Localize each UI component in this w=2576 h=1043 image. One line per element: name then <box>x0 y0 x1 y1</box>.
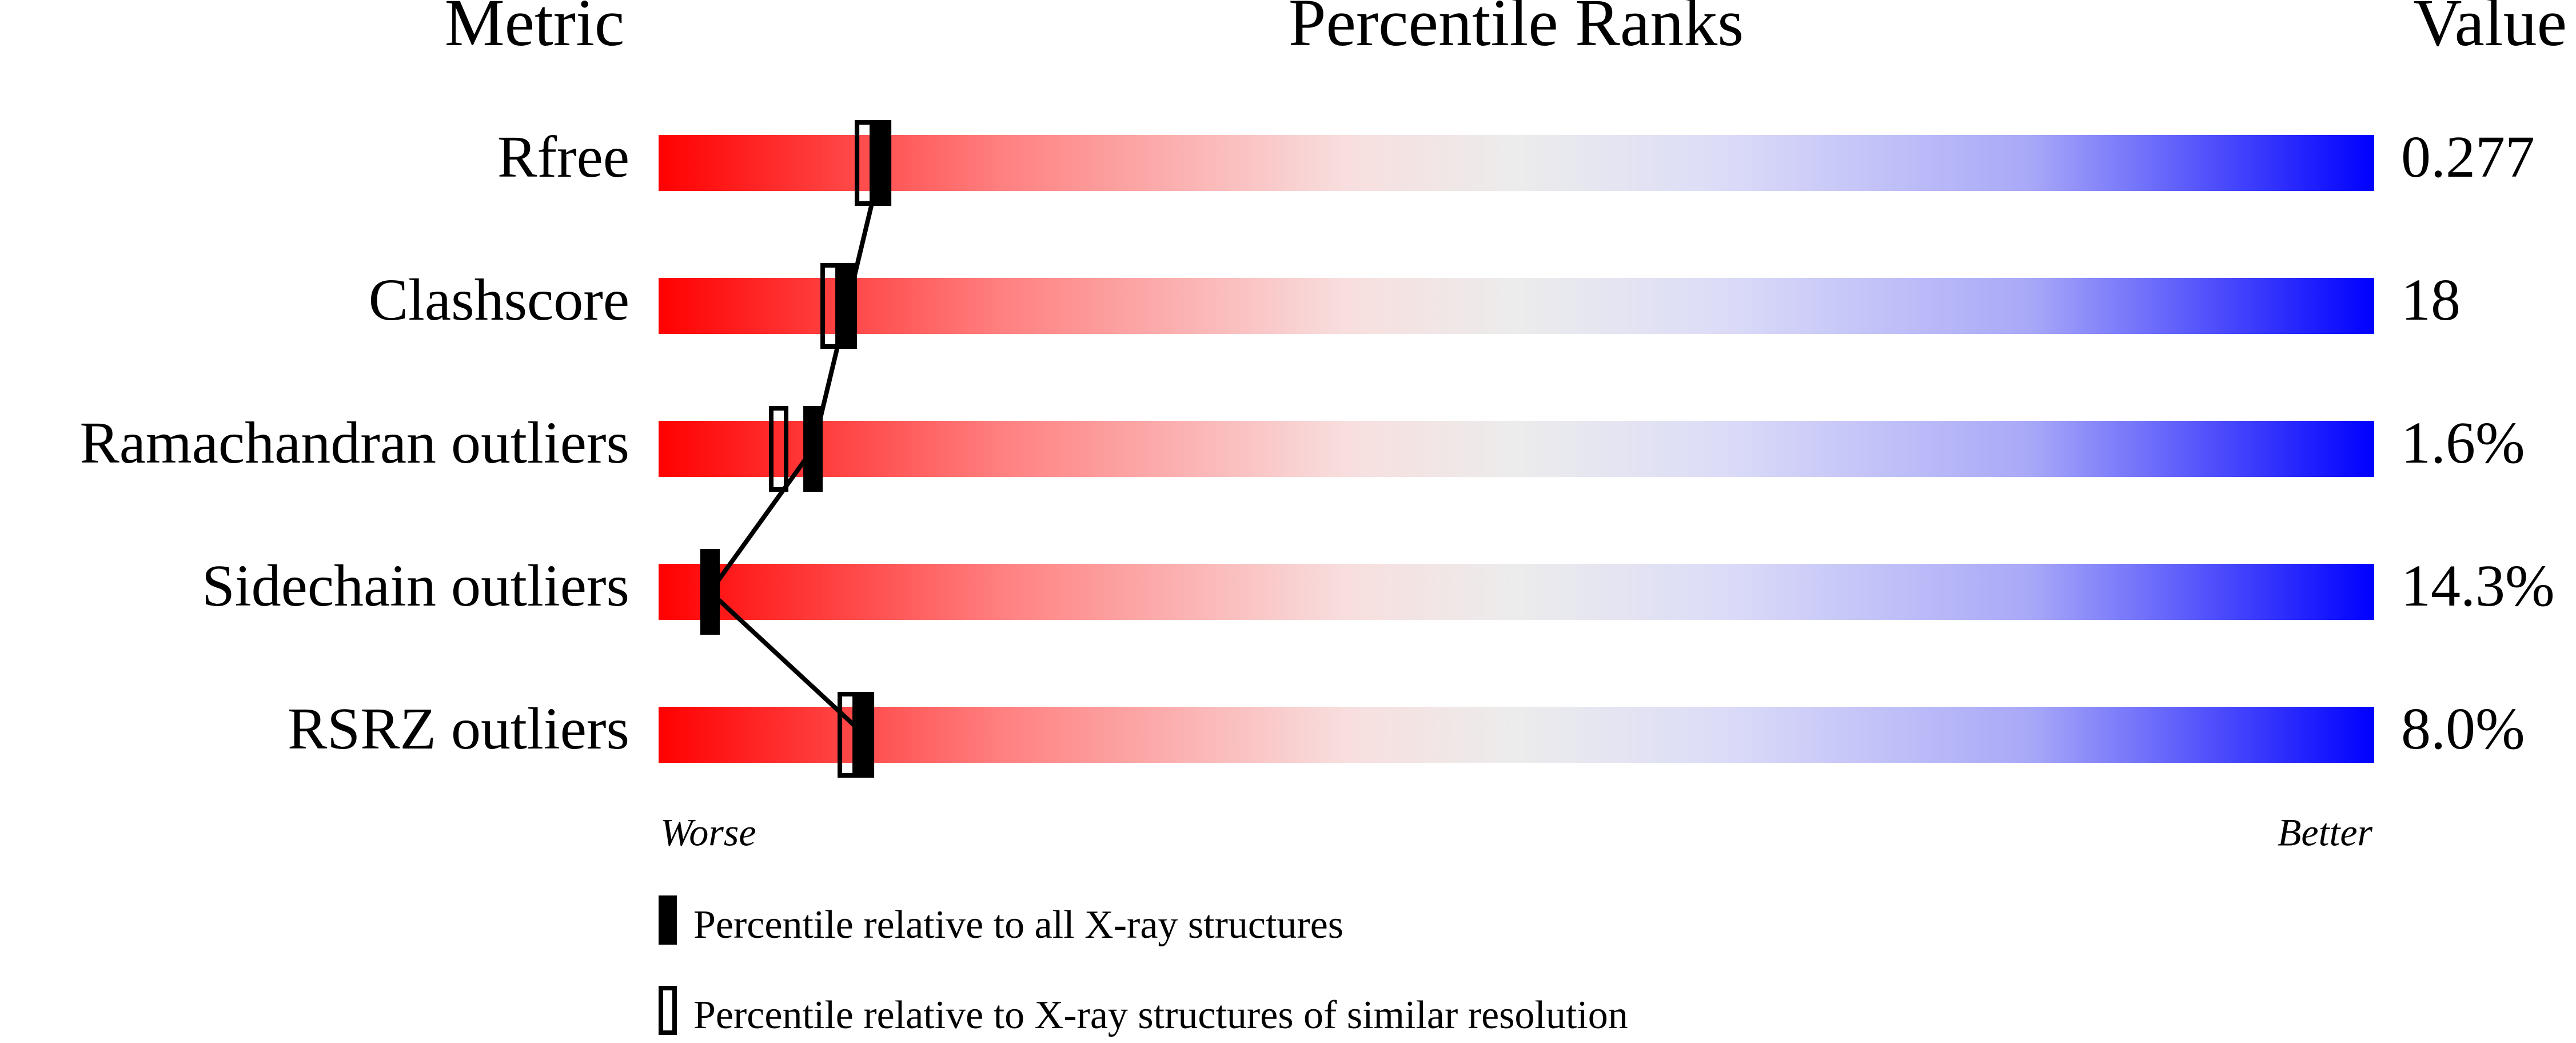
value-header: Value <box>2413 0 2567 60</box>
metric-label: Clashscore <box>369 267 629 333</box>
legend-label: Percentile relative to X-ray structures … <box>693 993 1628 1037</box>
metric-value: 1.6% <box>2401 410 2525 476</box>
metric-value: 8.0% <box>2401 696 2525 762</box>
similar-resolution-marker <box>769 406 789 492</box>
metric-value: 18 <box>2401 267 2461 333</box>
legend-swatch-filled <box>659 895 677 945</box>
metric-label: Rfree <box>497 124 629 190</box>
metric-value: 0.277 <box>2401 124 2535 190</box>
metric-header: Metric <box>445 0 625 60</box>
slider-bar <box>659 421 2374 477</box>
slider-bar <box>659 135 2374 191</box>
legend-swatch-open <box>659 986 677 1035</box>
similar-resolution-marker <box>838 692 858 778</box>
all-structures-marker <box>872 120 892 206</box>
metric-label: Sidechain outliers <box>202 553 629 619</box>
worse-label: Worse <box>660 811 756 854</box>
slider-bar <box>659 564 2374 620</box>
better-label: Better <box>2278 811 2373 854</box>
metric-label: Ramachandran outliers <box>79 410 629 476</box>
metric-value: 14.3% <box>2401 553 2555 619</box>
chart-title: Percentile Ranks <box>1289 0 1744 60</box>
all-structures-marker <box>700 549 720 635</box>
all-structures-marker <box>855 692 875 778</box>
similar-resolution-marker <box>855 120 875 206</box>
legend-label: Percentile relative to all X-ray structu… <box>693 903 1343 947</box>
metric-label: RSRZ outliers <box>288 696 629 762</box>
slider-bar <box>659 707 2374 763</box>
similar-resolution-marker <box>820 263 840 349</box>
slider-bar <box>659 278 2374 334</box>
all-structures-marker <box>803 406 823 492</box>
all-structures-marker <box>838 263 858 349</box>
